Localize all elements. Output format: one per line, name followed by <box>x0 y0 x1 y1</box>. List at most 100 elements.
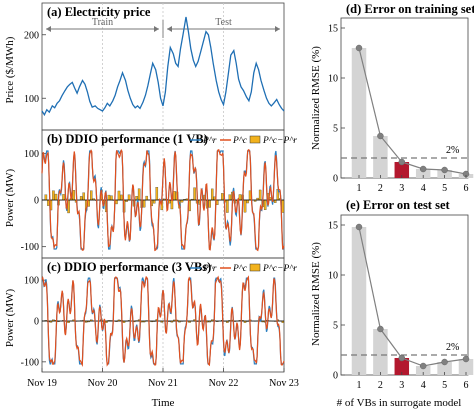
panel-a: (a) Electricity price Train Test 100 200 P… <box>4 2 285 131</box>
panel-a-ylabel: Price ($/MWh) <box>4 36 16 103</box>
diff-bar <box>142 199 146 208</box>
diff-bar <box>258 189 262 201</box>
x-tick-label: 3 <box>399 380 404 391</box>
diff-bar <box>72 190 75 201</box>
legend-label: P^c <box>232 264 248 274</box>
bar <box>437 170 452 178</box>
panel-b-title: (b) DDIO performance (1 VB) <box>47 132 208 146</box>
diff-bar <box>127 194 131 201</box>
diff-bar <box>44 194 48 201</box>
bar <box>394 358 410 375</box>
y-tick-label: -100 <box>21 242 39 253</box>
panel-e-xlabel: # of VBs in surrogate model <box>337 397 462 409</box>
diff-bar <box>228 194 232 201</box>
panel-c-pc-line <box>41 275 285 368</box>
region-arrow-head-right <box>275 26 280 32</box>
y-tick-label: 200 <box>24 30 39 41</box>
diff-bar <box>79 196 83 201</box>
x-tick-label: Nov 22 <box>209 378 239 389</box>
panel-c-title: (c) DDIO performance (3 VBs) <box>47 260 211 274</box>
x-tick-label: Nov 20 <box>88 378 118 389</box>
panel-d-plot: 0 5 10 15 2% 1 2 3 4 5 6 <box>328 24 474 194</box>
data-point <box>441 166 448 174</box>
diff-bar <box>82 192 85 201</box>
y-tick-label: 0 <box>34 196 39 207</box>
panel-c-xticks: Nov 19 Nov 20 Nov 21 Nov 22 Nov 23 <box>27 368 299 389</box>
diff-bar <box>263 199 267 211</box>
data-point <box>355 44 363 52</box>
legend-label: P^c−P^r <box>262 264 297 274</box>
x-tick-label: 5 <box>442 380 447 391</box>
diff-bar <box>274 199 277 203</box>
panel-c-legend: P^r P^c P^c−P^r <box>190 263 297 274</box>
data-point <box>462 355 470 363</box>
bar <box>437 362 452 375</box>
diff-bar <box>107 194 111 201</box>
bar <box>373 136 388 178</box>
diff-bar <box>115 199 118 205</box>
panel-e-ylabel: Normalized RMSE (%) <box>310 242 322 346</box>
x-tick-label: 6 <box>464 380 469 391</box>
diff-bar <box>110 195 113 201</box>
panel-a-title: (a) Electricity price <box>47 5 151 19</box>
diff-bar <box>226 199 229 213</box>
diff-bar <box>54 193 58 201</box>
panel-b-pc-line <box>41 148 285 252</box>
panel-b: (b) DDIO performance (1 VB) -100 0 100 Pow… <box>4 129 297 259</box>
region-label: Train <box>92 17 113 28</box>
y-tick-label: 15 <box>328 24 338 35</box>
bar <box>373 329 388 375</box>
y-tick-label: 0 <box>333 371 338 382</box>
diff-bar <box>243 199 247 213</box>
diff-bar <box>145 195 148 201</box>
bar <box>351 227 367 375</box>
y-tick-label: 10 <box>328 271 338 282</box>
y-tick-label: 100 <box>24 94 39 105</box>
x-tick-label: 2 <box>378 380 383 391</box>
diff-bar <box>117 190 121 201</box>
data-point <box>419 165 427 173</box>
y-tick-label: 0 <box>34 317 39 328</box>
diff-bar <box>170 199 174 210</box>
region-arrow-head-left <box>167 26 172 32</box>
x-tick-label: Nov 19 <box>27 378 57 389</box>
panel-c-xlabel: Time <box>152 397 175 409</box>
diff-bar <box>246 199 249 204</box>
legend-swatch <box>249 135 261 144</box>
data-point <box>398 354 406 362</box>
x-tick-label: 6 <box>464 183 469 194</box>
x-tick-label: Nov 21 <box>148 378 178 389</box>
diff-bar <box>137 188 141 201</box>
x-tick-label: 2 <box>378 183 383 194</box>
x-tick-label: Nov 23 <box>269 378 299 389</box>
bar <box>394 162 410 178</box>
panel-d-title: (d) Error on training set <box>346 2 474 16</box>
region-arrow-head-right <box>154 26 159 32</box>
data-point <box>355 223 363 231</box>
reference-line-label: 2% <box>446 145 459 156</box>
diff-bar <box>120 194 123 201</box>
region-arrow-head-left <box>46 26 51 32</box>
y-tick-label: 5 <box>333 321 338 332</box>
diff-bar <box>281 199 285 213</box>
y-tick-label: 15 <box>328 221 338 232</box>
diff-bar <box>216 199 219 205</box>
panel-a-regions: Train Test <box>46 17 280 38</box>
y-tick-label: 100 <box>24 276 39 287</box>
x-tick-label: 1 <box>357 380 362 391</box>
panel-c-diff-bars <box>42 319 285 323</box>
data-point <box>441 358 448 366</box>
y-tick-label: 5 <box>333 124 338 135</box>
panel-a-yticks: 100 200 <box>24 30 46 105</box>
x-tick-label: 1 <box>357 183 362 194</box>
panel-b-ylabel: Power (MW) <box>4 168 16 227</box>
legend-label: P^r <box>202 136 217 146</box>
panel-d-ylabel: Normalized RMSE (%) <box>310 46 322 150</box>
bar <box>458 359 474 375</box>
diff-bar <box>221 193 224 201</box>
panel-c: (c) DDIO performance (3 VBs) -100 0 100 Po… <box>4 257 299 409</box>
y-tick-label: -100 <box>21 357 39 368</box>
trend-line <box>358 226 467 367</box>
panel-d: (d) Error on training set Normalized RMS… <box>310 2 474 194</box>
